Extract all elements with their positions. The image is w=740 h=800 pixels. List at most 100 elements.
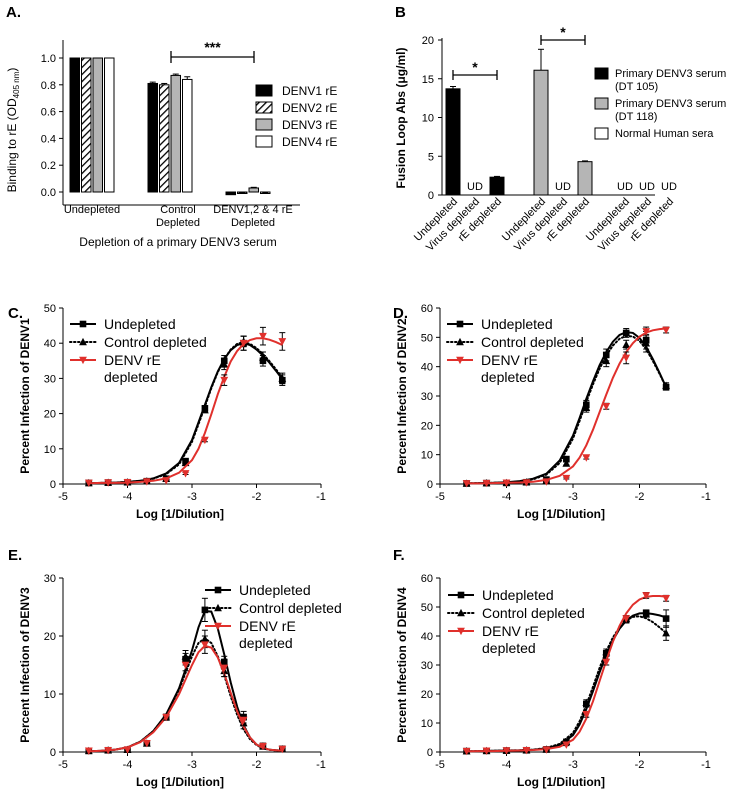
point-marker-square bbox=[662, 615, 670, 622]
legend-label: DENV rE depleted bbox=[239, 618, 296, 651]
legend-label: Undepleted bbox=[481, 316, 553, 332]
point-marker-triangle-up bbox=[582, 698, 591, 706]
panel-a-plot-area: 0.0 0.2 0.4 0.6 0.8 1.0 Binding to rE (OD405 n… bbox=[5, 39, 337, 249]
point-marker-triangle-up bbox=[201, 405, 209, 414]
legend-label: DENV3 rE bbox=[282, 118, 337, 132]
x-tick-label: -3 bbox=[187, 759, 197, 771]
y-axis-title: Percent Infection of DENV4 bbox=[395, 587, 409, 743]
point-marker-triangle-down bbox=[502, 479, 511, 487]
point-marker-triangle-down bbox=[522, 746, 531, 755]
x-tick-label: -3 bbox=[187, 491, 197, 503]
legend-label: DENV4 rE bbox=[282, 135, 337, 149]
legend-label: Primary DENV3 serum (DT 118) bbox=[615, 98, 726, 123]
point-marker-triangle-down bbox=[457, 627, 465, 636]
x-tick-label: -2 bbox=[635, 759, 645, 771]
bar bbox=[69, 57, 80, 193]
y-axis-title: Fusion Loop Abs (μg/ml) bbox=[394, 48, 408, 189]
x-tick-label: -1 bbox=[701, 759, 711, 771]
y-tick-label: 5 bbox=[428, 151, 434, 163]
point-marker-triangle-down bbox=[562, 474, 571, 483]
legend-label: Control depleted bbox=[482, 605, 585, 621]
point-marker-triangle-down bbox=[582, 711, 591, 719]
bar bbox=[104, 57, 115, 193]
point-marker-triangle-down bbox=[278, 745, 287, 754]
legend-swatch bbox=[594, 97, 609, 110]
y-tick-label: 60 bbox=[421, 303, 433, 315]
point-marker-triangle-down bbox=[622, 354, 631, 362]
point-marker-triangle-down bbox=[642, 592, 651, 600]
y-tick-label: 30 bbox=[44, 373, 56, 385]
legend-label: Undepleted bbox=[482, 587, 554, 603]
point-marker-triangle-up bbox=[278, 374, 287, 382]
legend-swatch bbox=[255, 118, 273, 131]
point-marker-triangle-down bbox=[220, 664, 229, 672]
bar bbox=[182, 78, 193, 193]
x-tick-label: -1 bbox=[701, 491, 711, 503]
panel-a-bar-chart: A. 0.0 0.2 0.4 0.6 0.8 1.0 Binding to rE (OD40… bbox=[5, 4, 337, 249]
bar bbox=[533, 69, 549, 196]
x-tick-label: -4 bbox=[123, 491, 133, 503]
x-axis-title: Log [1/Dilution] bbox=[136, 507, 224, 521]
undetected-label: UD bbox=[617, 181, 633, 193]
x-tick-label: -3 bbox=[568, 491, 578, 503]
x-tick-label: -5 bbox=[435, 491, 445, 503]
x-tick-label: -2 bbox=[252, 759, 262, 771]
panel-a-letter: A. bbox=[6, 4, 21, 21]
y-tick-label: 0 bbox=[427, 479, 433, 491]
undetected-label: UD bbox=[467, 181, 483, 193]
y-axis-title: Percent Infection of DENV2 bbox=[395, 318, 409, 474]
point-marker-triangle-down bbox=[502, 747, 511, 755]
legend-label: Control depleted bbox=[481, 334, 584, 350]
point-marker-triangle-down bbox=[642, 328, 651, 336]
y-tick-label: 30 bbox=[44, 573, 56, 585]
point-marker-triangle-down bbox=[181, 470, 190, 478]
y-tick-label: 0 bbox=[427, 747, 433, 759]
series-curve bbox=[88, 644, 283, 753]
y-tick-label: 50 bbox=[44, 303, 56, 315]
point-marker-triangle-up bbox=[214, 603, 222, 612]
y-tick-label: 10 bbox=[44, 444, 56, 456]
y-tick-label: 0.0 bbox=[41, 187, 56, 199]
x-axis-title: Depletion of a primary DENV3 serum bbox=[79, 235, 276, 249]
panel-f-line-chart: F. 0 10 20 30 40 50 60 -5 -4 -3 -2 -1 Log [1/Dilutio… bbox=[393, 547, 711, 789]
bar bbox=[81, 57, 92, 193]
y-tick-label: 20 bbox=[421, 420, 433, 432]
y-tick-label: 10 bbox=[422, 113, 434, 125]
point-marker-triangle-down bbox=[662, 595, 670, 603]
point-marker-square bbox=[201, 606, 209, 614]
point-marker-triangle-down bbox=[259, 742, 267, 751]
y-tick-label: 15 bbox=[422, 74, 434, 86]
point-marker-triangle-down bbox=[662, 326, 670, 335]
legend-label: DENV rE depleted bbox=[104, 352, 161, 385]
y-tick-label: 60 bbox=[421, 573, 433, 585]
legend-swatch bbox=[594, 127, 609, 140]
x-tick-label: -3 bbox=[568, 759, 578, 771]
panel-c-letter: C. bbox=[8, 305, 23, 322]
y-tick-label: 40 bbox=[44, 338, 56, 350]
point-marker-triangle-down bbox=[278, 338, 287, 346]
point-marker-square bbox=[456, 320, 464, 328]
point-marker-triangle-down bbox=[582, 454, 591, 462]
point-marker-triangle-down bbox=[79, 356, 87, 365]
point-marker-square bbox=[563, 455, 570, 463]
panel-e-letter: E. bbox=[8, 547, 22, 564]
point-marker-triangle-down bbox=[522, 479, 531, 487]
x-tick-label: -1 bbox=[316, 491, 326, 503]
y-tick-label: 0 bbox=[50, 479, 56, 491]
legend-label: Control depleted bbox=[104, 334, 207, 350]
panel-d-line-chart: D. 0 10 20 30 40 50 60 -5 -4 -3 -2 -1 Log [1/Dilutio… bbox=[393, 303, 711, 521]
point-marker-triangle-up bbox=[642, 610, 651, 618]
y-tick-label: 0.2 bbox=[41, 160, 56, 172]
point-marker-triangle-down bbox=[456, 356, 464, 365]
legend-label: DENV rE depleted bbox=[482, 623, 539, 656]
point-marker-square bbox=[214, 586, 222, 594]
point-marker-triangle-down bbox=[542, 478, 551, 486]
point-marker-triangle-down bbox=[142, 478, 151, 486]
x-tick-label: -4 bbox=[502, 491, 512, 503]
point-marker-triangle-down bbox=[259, 332, 267, 341]
y-tick-label: 10 bbox=[421, 718, 433, 730]
x-axis-title: Log [1/Dilution] bbox=[136, 775, 224, 789]
series-curve bbox=[88, 337, 283, 485]
bar bbox=[445, 88, 461, 196]
bar bbox=[577, 161, 593, 196]
